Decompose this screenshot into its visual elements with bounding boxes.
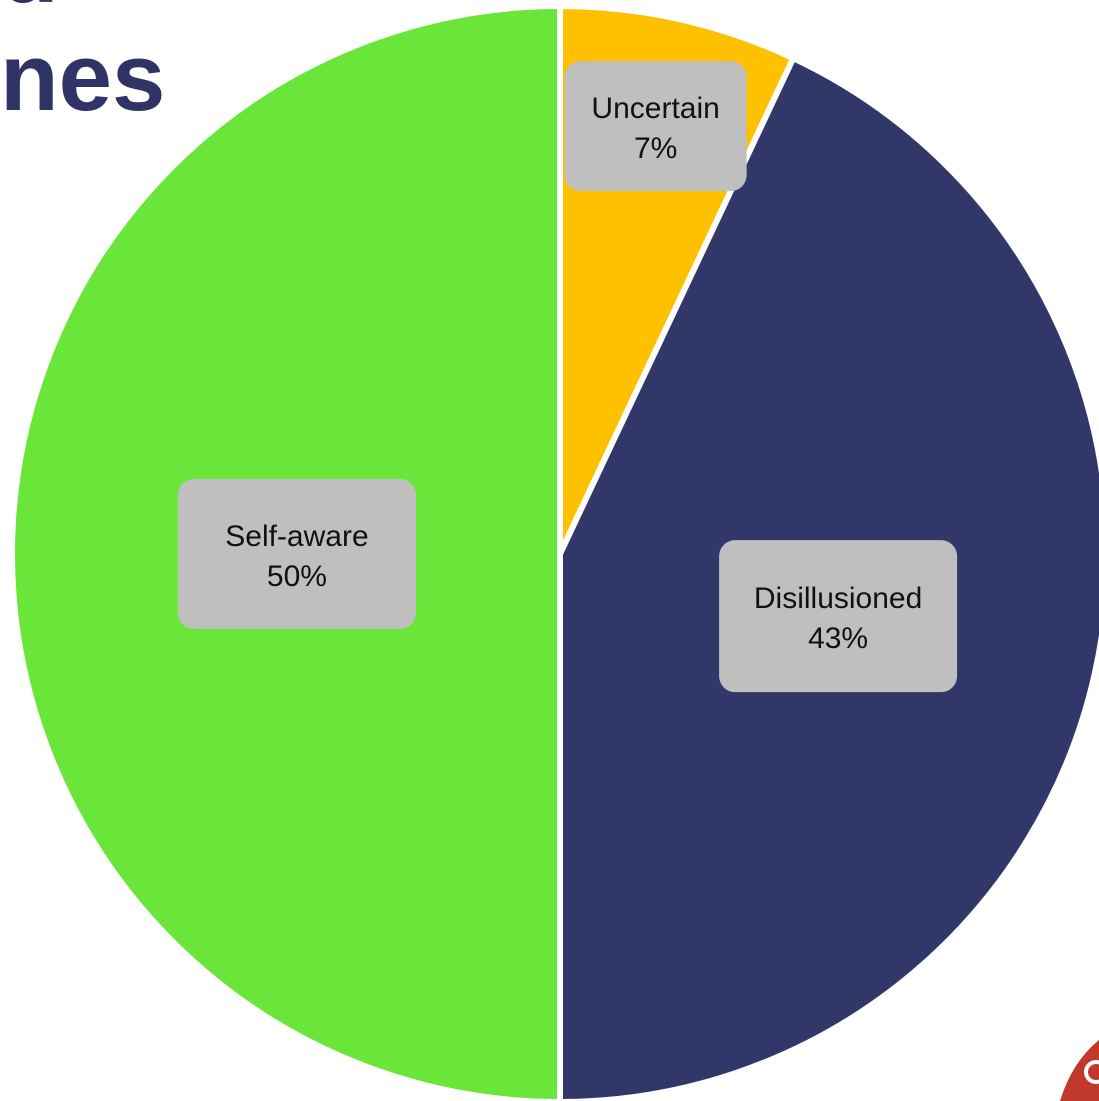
data-label-category: Self-aware [225, 520, 368, 553]
corner-logo-shape [1060, 1040, 1099, 1101]
data-label-percent: 50% [267, 560, 327, 593]
data-label-box [564, 61, 747, 192]
data-label-uncertain: Uncertain 7% [564, 61, 747, 192]
corner-logo-mark [1084, 1060, 1099, 1084]
title-line-1: d [0, 0, 59, 18]
corner-logo [1060, 1040, 1099, 1101]
data-label-percent: 7% [634, 132, 677, 165]
slide-title-fragment: d nes [0, 0, 165, 384]
data-label-self-aware: Self-aware 50% [177, 479, 416, 629]
data-label-category: Disillusioned [754, 582, 922, 615]
data-label-box [177, 479, 416, 629]
data-label-box [719, 540, 958, 693]
pie-labels: Uncertain 7% Disillusioned 43% Self-aware 50% [177, 61, 958, 693]
data-label-percent: 43% [808, 622, 868, 655]
title-line-2: nes [0, 24, 166, 131]
data-label-disillusioned: Disillusioned 43% [719, 540, 958, 693]
data-label-category: Uncertain [591, 92, 719, 125]
